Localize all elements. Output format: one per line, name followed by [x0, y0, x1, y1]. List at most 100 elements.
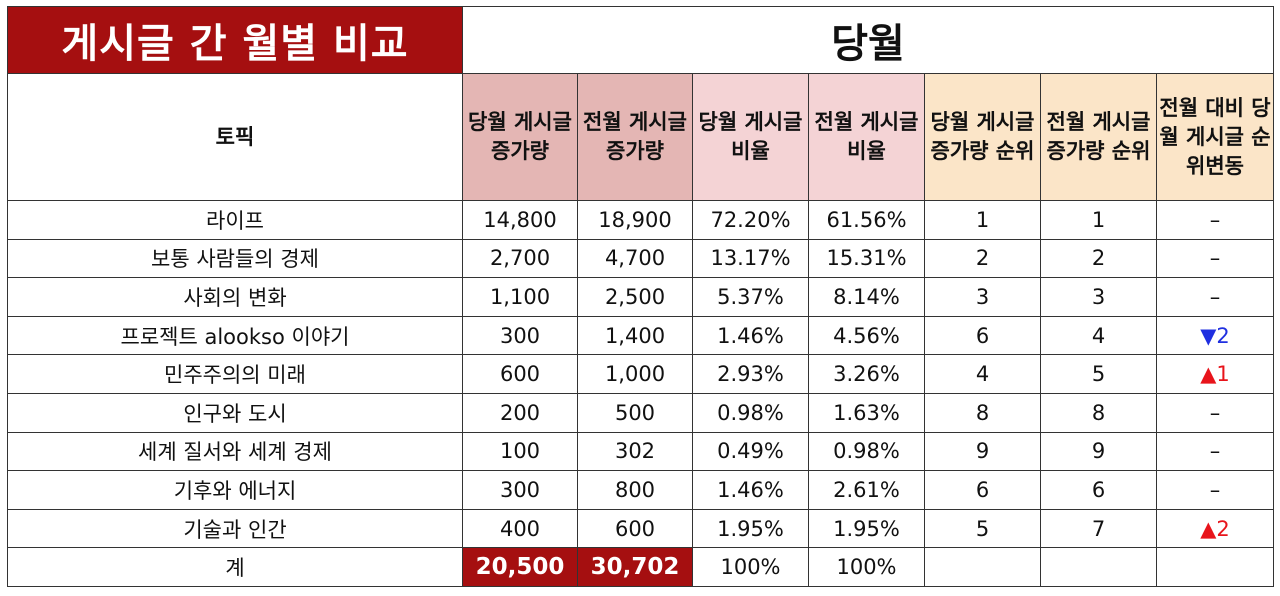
- table-row: 인구와 도시 200 500 0.98% 1.63% 8 8–: [7, 392, 1275, 433]
- cell-cur-rank: 6: [924, 315, 1041, 356]
- cell-prev-ratio: 1.95%: [808, 508, 925, 549]
- cell-prev-inc: 18,900: [577, 200, 693, 240]
- cell-prev-inc: 4,700: [577, 238, 693, 279]
- cell-rank-change: –: [1155, 200, 1275, 240]
- total-rank-change: [1155, 547, 1275, 587]
- table-title: 게시글 간 월별 비교: [7, 6, 463, 74]
- cell-cur-ratio: 1.46%: [692, 470, 809, 510]
- header-cur-ratio: 당월 게시글 비율: [692, 73, 809, 201]
- cell-prev-ratio: 0.98%: [808, 431, 925, 472]
- cell-prev-inc: 1,000: [577, 354, 693, 394]
- header-rank-change: 전월 대비 당월 게시글 순위변동: [1155, 73, 1275, 201]
- cell-prev-ratio: 3.26%: [808, 354, 925, 394]
- total-cur-rank: [924, 547, 1041, 587]
- table-row: 라이프 14,800 18,900 72.20% 61.56% 1 1–: [7, 200, 1275, 240]
- cell-cur-rank: 3: [924, 277, 1041, 317]
- header-cur-rank: 당월 게시글 증가량 순위: [924, 73, 1041, 201]
- header-cur-inc: 당월 게시글 증가량: [462, 73, 578, 201]
- total-prev-ratio: 100%: [808, 547, 925, 587]
- total-prev-rank: [1040, 547, 1157, 587]
- cell-cur-rank: 9: [924, 431, 1041, 472]
- header-prev-ratio: 전월 게시글 비율: [808, 73, 925, 201]
- cell-prev-inc: 2,500: [577, 277, 693, 317]
- cell-cur-ratio: 72.20%: [692, 200, 809, 240]
- cell-cur-inc: 300: [462, 315, 578, 356]
- cell-prev-rank: 2: [1040, 238, 1157, 279]
- cell-cur-ratio: 5.37%: [692, 277, 809, 317]
- cell-cur-inc: 400: [462, 508, 578, 549]
- table-row: 민주주의의 미래 600 1,000 2.93% 3.26% 4 5 ▲1: [7, 354, 1275, 394]
- cell-prev-rank: 9: [1040, 431, 1157, 472]
- cell-rank-change: ▼2: [1155, 315, 1275, 356]
- cell-rank-change: –: [1155, 431, 1275, 472]
- cell-prev-ratio: 61.56%: [808, 200, 925, 240]
- table-row: 보통 사람들의 경제 2,700 4,700 13.17% 15.31% 2 2–: [7, 238, 1275, 279]
- cell-prev-rank: 1: [1040, 200, 1157, 240]
- monthly-comparison-table: 게시글 간 월별 비교 당월 토픽 당월 게시글 증가량 전월 게시글 증가량 …: [7, 6, 1275, 587]
- cell-cur-ratio: 0.98%: [692, 392, 809, 433]
- cell-topic: 보통 사람들의 경제: [7, 238, 463, 279]
- cell-prev-rank: 3: [1040, 277, 1157, 317]
- cell-rank-change: –: [1155, 392, 1275, 433]
- total-label: 계: [7, 547, 463, 587]
- cell-topic: 라이프: [7, 200, 463, 240]
- cell-topic: 프로젝트 alookso 이야기: [7, 315, 463, 356]
- cell-prev-ratio: 8.14%: [808, 277, 925, 317]
- table-row: 기후와 에너지 300 800 1.46% 2.61% 6 6–: [7, 470, 1275, 510]
- table-row: 세계 질서와 세계 경제 100 302 0.49% 0.98% 9 9–: [7, 431, 1275, 472]
- header-topic: 토픽: [7, 73, 463, 201]
- cell-prev-inc: 500: [577, 392, 693, 433]
- cell-cur-ratio: 2.93%: [692, 354, 809, 394]
- cell-cur-inc: 600: [462, 354, 578, 394]
- header-prev-inc: 전월 게시글 증가량: [577, 73, 693, 201]
- cell-topic: 인구와 도시: [7, 392, 463, 433]
- cell-topic: 기후와 에너지: [7, 470, 463, 510]
- cell-prev-rank: 5: [1040, 354, 1157, 394]
- cell-prev-inc: 1,400: [577, 315, 693, 356]
- cell-cur-ratio: 0.49%: [692, 431, 809, 472]
- cell-cur-inc: 2,700: [462, 238, 578, 279]
- cell-topic: 세계 질서와 세계 경제: [7, 431, 463, 472]
- cell-topic: 사회의 변화: [7, 277, 463, 317]
- cell-cur-inc: 200: [462, 392, 578, 433]
- cell-prev-rank: 7: [1040, 508, 1157, 549]
- cell-cur-inc: 300: [462, 470, 578, 510]
- cell-prev-inc: 302: [577, 431, 693, 472]
- cell-prev-inc: 800: [577, 470, 693, 510]
- cell-cur-inc: 14,800: [462, 200, 578, 240]
- table-row: 기술과 인간 400 600 1.95% 1.95% 5 7 ▲2: [7, 508, 1275, 549]
- cell-rank-change: –: [1155, 277, 1275, 317]
- cell-prev-ratio: 4.56%: [808, 315, 925, 356]
- table-row: 사회의 변화 1,100 2,500 5.37% 8.14% 3 3–: [7, 277, 1275, 317]
- cell-prev-ratio: 1.63%: [808, 392, 925, 433]
- total-prev-inc: 30,702: [577, 547, 693, 587]
- table-row: 프로젝트 alookso 이야기 300 1,400 1.46% 4.56% 6 4 ▼2: [7, 315, 1275, 356]
- cell-prev-ratio: 2.61%: [808, 470, 925, 510]
- cell-prev-inc: 600: [577, 508, 693, 549]
- cell-cur-rank: 5: [924, 508, 1041, 549]
- cell-topic: 민주주의의 미래: [7, 354, 463, 394]
- cell-cur-inc: 100: [462, 431, 578, 472]
- cell-prev-rank: 8: [1040, 392, 1157, 433]
- cell-cur-inc: 1,100: [462, 277, 578, 317]
- total-cur-ratio: 100%: [692, 547, 809, 587]
- cell-rank-change: ▲2: [1155, 508, 1275, 549]
- cell-rank-change: –: [1155, 238, 1275, 279]
- total-cur-inc: 20,500: [462, 547, 578, 587]
- cell-cur-ratio: 1.46%: [692, 315, 809, 356]
- cell-cur-rank: 2: [924, 238, 1041, 279]
- cell-rank-change: –: [1155, 470, 1275, 510]
- cell-topic: 기술과 인간: [7, 508, 463, 549]
- cell-prev-rank: 6: [1040, 470, 1157, 510]
- cell-cur-ratio: 13.17%: [692, 238, 809, 279]
- cell-cur-rank: 8: [924, 392, 1041, 433]
- cell-cur-rank: 4: [924, 354, 1041, 394]
- cell-rank-change: ▲1: [1155, 354, 1275, 394]
- header-prev-rank: 전월 게시글 증가량 순위: [1040, 73, 1157, 201]
- cell-cur-rank: 6: [924, 470, 1041, 510]
- cell-cur-ratio: 1.95%: [692, 508, 809, 549]
- cell-cur-rank: 1: [924, 200, 1041, 240]
- cell-prev-ratio: 15.31%: [808, 238, 925, 279]
- cell-prev-rank: 4: [1040, 315, 1157, 356]
- month-label: 당월: [461, 6, 1275, 74]
